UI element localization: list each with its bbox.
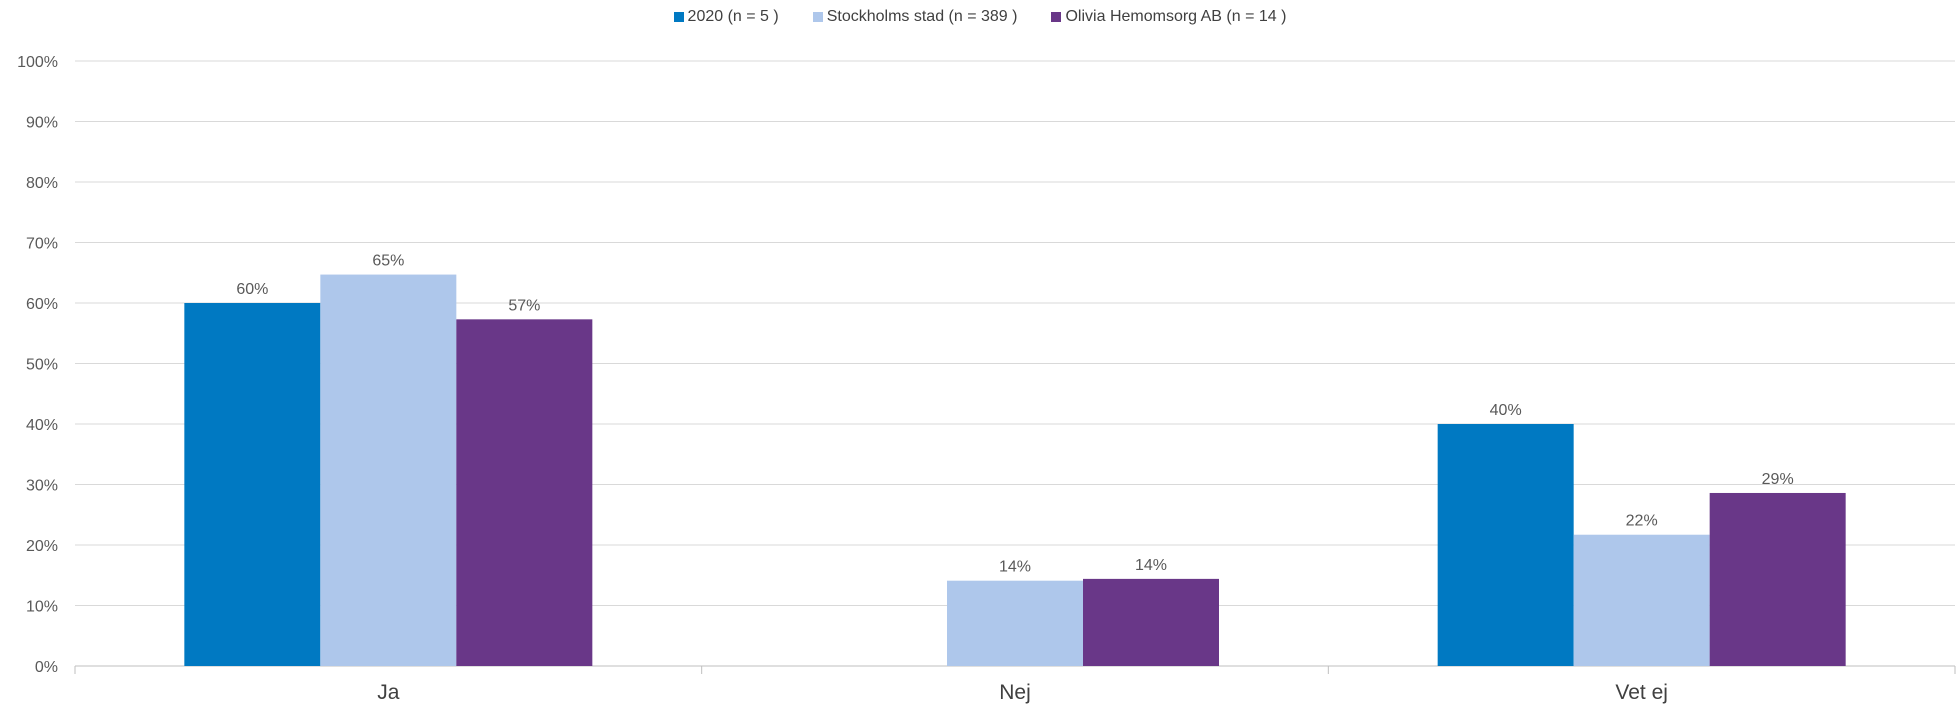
legend-item-2020: 2020 (n = 5 )	[673, 8, 779, 26]
y-tick-label-2: 20%	[26, 538, 58, 555]
bar-1-1	[947, 580, 1083, 666]
data-label-1-2: 14%	[1135, 557, 1167, 574]
y-tick-label-5: 50%	[26, 357, 58, 374]
y-tick-label-1: 10%	[26, 599, 58, 616]
y-tick-label-10: 100%	[17, 54, 58, 71]
data-label-0-0: 60%	[236, 281, 268, 298]
legend-label-stockholms-stad: Stockholms stad (n = 389 )	[826, 8, 1018, 25]
x-category-label-0: Ja	[377, 681, 400, 704]
bar-2-1	[1573, 534, 1710, 666]
x-category-label-2: Vet ej	[1615, 681, 1668, 704]
y-tick-label-8: 80%	[26, 175, 58, 192]
data-label-2-2: 29%	[1762, 471, 1794, 488]
legend-swatch-olivia-hemomsorg	[1051, 12, 1062, 22]
legend-label-olivia-hemomsorg: Olivia Hemomsorg AB (n = 14 )	[1065, 8, 1287, 25]
x-category-label-1: Nej	[999, 681, 1031, 704]
y-tick-label-6: 60%	[26, 296, 58, 313]
bar-2-0	[1437, 424, 1574, 666]
y-tick-label-4: 40%	[26, 417, 58, 434]
y-tick-label-0: 0%	[35, 659, 58, 676]
legend-swatch-stockholms-stad	[812, 12, 823, 22]
bar-1-2	[1083, 578, 1219, 666]
data-label-2-0: 40%	[1490, 402, 1522, 419]
data-label-0-2: 57%	[508, 297, 540, 314]
data-label-1-1: 14%	[999, 559, 1031, 576]
y-tick-label-9: 90%	[26, 115, 58, 132]
legend-item-olivia-hemomsorg: Olivia Hemomsorg AB (n = 14 )	[1051, 8, 1286, 26]
data-label-2-1: 22%	[1626, 513, 1658, 530]
bar-0-1	[320, 274, 457, 666]
y-tick-label-7: 70%	[26, 236, 58, 253]
y-tick-label-3: 30%	[26, 478, 58, 495]
bar-0-2	[456, 319, 593, 666]
data-label-0-1: 65%	[372, 253, 404, 270]
legend-item-stockholms-stad: Stockholms stad (n = 389 )	[812, 8, 1018, 26]
bar-2-2	[1709, 492, 1846, 666]
bar-0-0	[184, 303, 321, 666]
legend: 2020 (n = 5 ) Stockholms stad (n = 389 )…	[0, 8, 1960, 26]
legend-label-2020: 2020 (n = 5 )	[687, 8, 779, 25]
legend-swatch-2020	[673, 12, 684, 22]
